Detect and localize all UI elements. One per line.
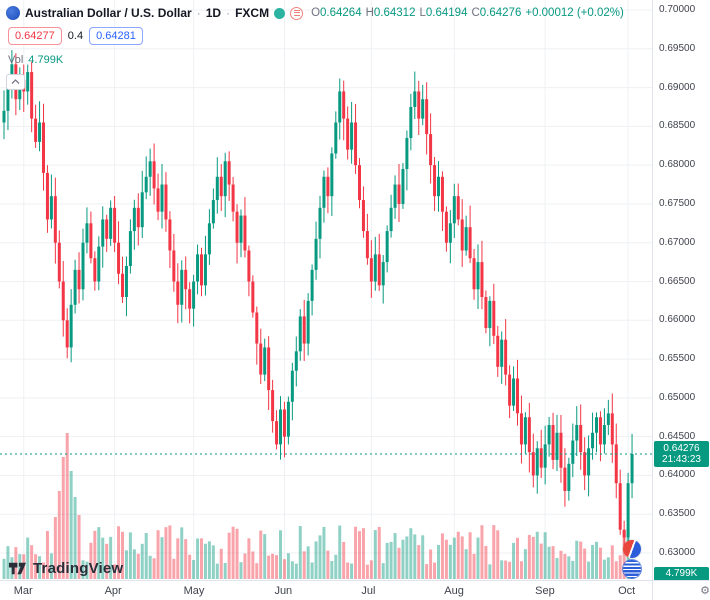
price-tick-label: 0.63000 xyxy=(659,547,696,558)
chevron-up-icon xyxy=(11,79,20,84)
timeframe-label[interactable]: 1D xyxy=(205,6,222,20)
exchange-label[interactable]: FXCM xyxy=(235,6,270,20)
price-tick-label: 0.65000 xyxy=(659,391,696,403)
time-scale[interactable]: Mar Apr May Jun Jul Aug Sep Oct xyxy=(0,580,652,600)
open-value: 0.64264 xyxy=(320,7,362,19)
price-tick-label: 0.66500 xyxy=(659,275,696,287)
price-tick-label: 0.69000 xyxy=(659,81,696,93)
close-label: C xyxy=(471,7,480,19)
symbol-title[interactable]: Australian Dollar / U.S. Dollar xyxy=(25,6,192,20)
chart-legend: Australian Dollar / U.S. Dollar · 1D · F… xyxy=(6,6,624,90)
price-tick-label: 0.65500 xyxy=(659,353,696,365)
pair-flag-sticker-icon-2 xyxy=(623,560,641,578)
time-tick-label: Jul xyxy=(361,585,376,597)
high-label: H xyxy=(365,7,374,19)
time-tick-label: May xyxy=(183,585,205,597)
price-tick-label: 0.67000 xyxy=(659,236,696,248)
price-tick-label: 0.63500 xyxy=(659,508,696,520)
separator-dot: · xyxy=(196,6,201,20)
tradingview-logo-icon xyxy=(8,562,27,575)
price-tick-label: 0.69500 xyxy=(659,42,696,54)
separator-dot: · xyxy=(226,6,231,20)
current-price-badge: 0.64276 21:43:23 xyxy=(654,441,709,468)
bar-countdown: 21:43:23 xyxy=(662,454,701,466)
change-value: +0.00012 (+0.02%) xyxy=(525,7,624,19)
volume-label[interactable]: Vol xyxy=(8,54,24,66)
news-feed-icon[interactable] xyxy=(290,6,304,20)
price-tick-label: 0.66000 xyxy=(659,314,696,326)
low-label: L xyxy=(419,7,426,19)
price-chart-svg[interactable] xyxy=(0,0,652,580)
volume-badge: 4.799K xyxy=(654,567,709,581)
price-tick-label: 0.64000 xyxy=(659,469,696,481)
time-tick-label: Oct xyxy=(618,585,636,597)
high-value: 0.64312 xyxy=(373,7,416,19)
price-tick-label: 0.70000 xyxy=(659,4,696,15)
volume-row: Vol 4.799K xyxy=(8,54,624,66)
axis-corner: ⚙ xyxy=(652,580,710,600)
price-tick-label: 0.68000 xyxy=(659,159,696,171)
time-tick-label: Apr xyxy=(104,585,122,597)
time-tick-label: Jun xyxy=(274,585,293,597)
price-tick-label: 0.64500 xyxy=(659,430,696,442)
open-label: O xyxy=(311,7,321,19)
legend-title-row: Australian Dollar / U.S. Dollar · 1D · F… xyxy=(6,6,624,20)
current-price-value: 0.64276 xyxy=(663,443,700,455)
price-scale[interactable]: 0.64276 21:43:23 4.799K 0.70000 0.69500 0.… xyxy=(652,0,710,581)
volume-value: 4.799K xyxy=(28,54,64,66)
legend-collapse-button[interactable] xyxy=(6,74,25,90)
market-status-icon[interactable] xyxy=(274,7,286,19)
price-tick-label: 0.67500 xyxy=(659,197,696,209)
ohlc-readout: O0.64264 H0.64312 L0.64194 C0.64276 +0.0… xyxy=(311,7,624,19)
tradingview-logo-text: TradingView xyxy=(33,560,124,577)
bid-ask-row: 0.64277 0.4 0.64281 xyxy=(8,27,624,45)
symbol-logo-icon xyxy=(6,6,20,20)
price-tick-label: 0.68500 xyxy=(659,120,696,132)
time-tick-label: Sep xyxy=(535,585,555,597)
time-tick-label: Mar xyxy=(13,585,33,597)
spread-value: 0.4 xyxy=(67,30,84,42)
ask-price-button[interactable]: 0.64281 xyxy=(89,27,143,45)
pair-flag-sticker-icon-1 xyxy=(623,540,641,558)
scale-settings-gear-icon[interactable]: ⚙ xyxy=(700,585,710,597)
tradingview-logo[interactable]: TradingView xyxy=(8,559,123,578)
time-tick-label: Aug xyxy=(444,585,464,597)
low-value: 0.64194 xyxy=(425,7,468,19)
bid-price-button[interactable]: 0.64277 xyxy=(8,27,62,45)
close-value: 0.64276 xyxy=(479,7,522,19)
